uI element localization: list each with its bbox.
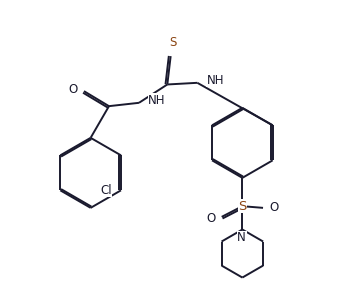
Text: N: N — [237, 231, 246, 244]
Text: Cl: Cl — [100, 184, 112, 197]
Text: S: S — [170, 36, 177, 49]
Text: O: O — [207, 212, 216, 225]
Text: NH: NH — [207, 74, 224, 87]
Text: O: O — [69, 83, 78, 96]
Text: O: O — [269, 201, 278, 214]
Text: NH: NH — [148, 94, 166, 107]
Text: S: S — [238, 200, 247, 213]
